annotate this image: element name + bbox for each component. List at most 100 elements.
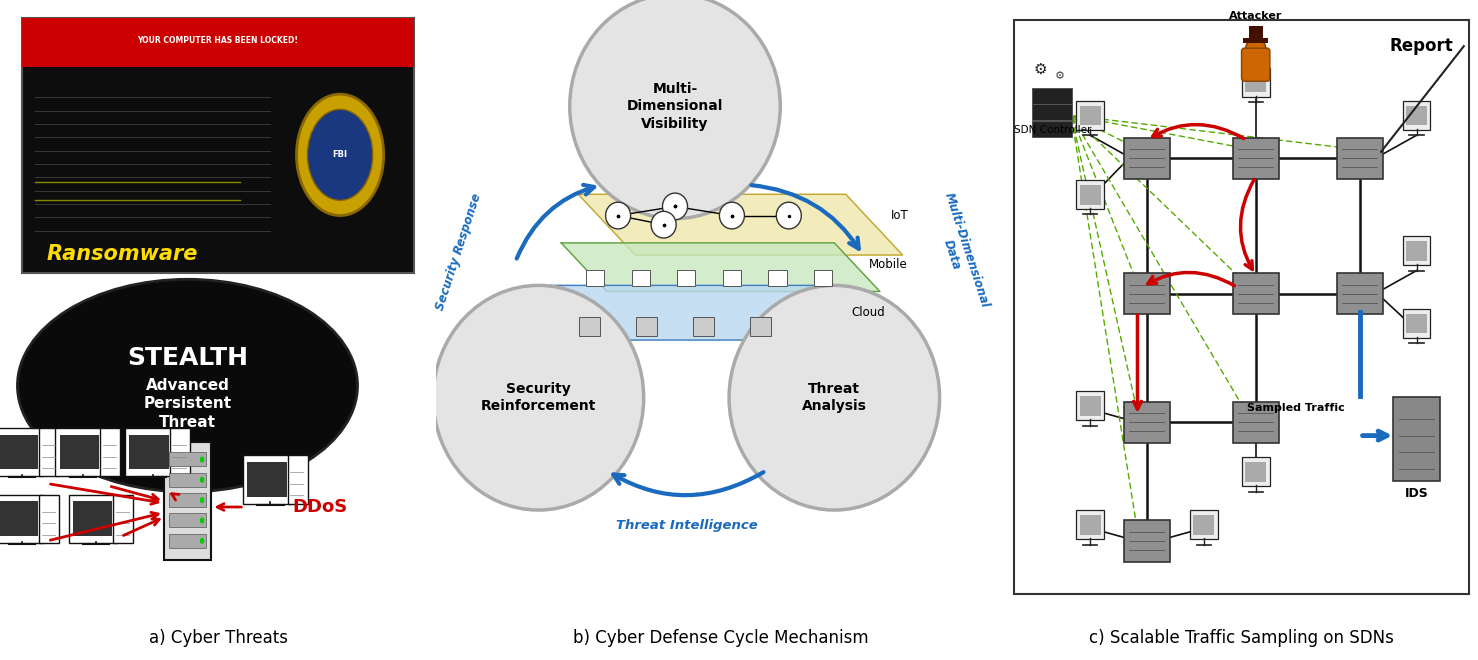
Text: Threat
Analysis: Threat Analysis	[803, 382, 866, 413]
FancyBboxPatch shape	[769, 269, 786, 286]
Circle shape	[1246, 37, 1267, 66]
FancyBboxPatch shape	[1079, 515, 1101, 535]
FancyBboxPatch shape	[1242, 68, 1270, 97]
Text: DDoS: DDoS	[293, 498, 347, 516]
Text: Sampled Traffic: Sampled Traffic	[1247, 403, 1345, 412]
FancyBboxPatch shape	[170, 453, 205, 467]
FancyBboxPatch shape	[1079, 185, 1101, 205]
FancyBboxPatch shape	[1123, 273, 1171, 314]
FancyBboxPatch shape	[170, 473, 205, 486]
Circle shape	[307, 110, 372, 201]
FancyBboxPatch shape	[1403, 101, 1431, 130]
FancyBboxPatch shape	[22, 18, 414, 273]
FancyBboxPatch shape	[814, 269, 832, 286]
Text: SDN Controller: SDN Controller	[1014, 125, 1091, 135]
Polygon shape	[550, 285, 869, 340]
FancyBboxPatch shape	[1233, 273, 1278, 314]
FancyBboxPatch shape	[0, 428, 43, 477]
Text: Cloud: Cloud	[851, 306, 885, 319]
FancyBboxPatch shape	[288, 455, 307, 504]
FancyBboxPatch shape	[1403, 236, 1431, 265]
FancyBboxPatch shape	[101, 428, 120, 477]
FancyBboxPatch shape	[170, 428, 191, 477]
Circle shape	[652, 211, 675, 238]
Text: c) Scalable Traffic Sampling on SDNs: c) Scalable Traffic Sampling on SDNs	[1089, 629, 1394, 647]
FancyBboxPatch shape	[1076, 510, 1104, 539]
FancyBboxPatch shape	[1076, 180, 1104, 209]
Text: Multi-Dimensional
Data: Multi-Dimensional Data	[928, 191, 992, 314]
FancyBboxPatch shape	[693, 317, 714, 337]
FancyBboxPatch shape	[587, 269, 605, 286]
Circle shape	[200, 497, 204, 503]
FancyBboxPatch shape	[1193, 515, 1215, 535]
Text: a) Cyber Threats: a) Cyber Threats	[149, 629, 288, 647]
FancyBboxPatch shape	[677, 269, 696, 286]
Circle shape	[297, 94, 384, 216]
FancyBboxPatch shape	[1336, 137, 1383, 179]
FancyBboxPatch shape	[1244, 73, 1267, 92]
FancyBboxPatch shape	[1123, 137, 1171, 179]
Text: Report: Report	[1389, 37, 1453, 55]
FancyBboxPatch shape	[1394, 397, 1440, 481]
Text: FBI: FBI	[333, 150, 347, 159]
Text: IDS: IDS	[1404, 487, 1428, 500]
Polygon shape	[578, 194, 903, 255]
FancyBboxPatch shape	[1406, 241, 1428, 261]
FancyBboxPatch shape	[1233, 401, 1278, 444]
FancyBboxPatch shape	[0, 435, 38, 469]
Text: IoT: IoT	[891, 209, 909, 222]
FancyBboxPatch shape	[130, 435, 168, 469]
FancyBboxPatch shape	[0, 502, 38, 536]
FancyBboxPatch shape	[170, 534, 205, 548]
Circle shape	[776, 202, 801, 229]
FancyBboxPatch shape	[164, 442, 211, 560]
Circle shape	[729, 285, 940, 510]
Circle shape	[200, 538, 204, 544]
FancyBboxPatch shape	[1123, 401, 1171, 444]
FancyBboxPatch shape	[1406, 314, 1428, 333]
FancyBboxPatch shape	[1242, 457, 1270, 486]
Circle shape	[662, 193, 687, 220]
FancyBboxPatch shape	[1244, 462, 1267, 482]
Text: Attacker: Attacker	[1230, 11, 1283, 21]
Text: YOUR COMPUTER HAS BEEN LOCKED!: YOUR COMPUTER HAS BEEN LOCKED!	[137, 36, 299, 45]
FancyBboxPatch shape	[1076, 391, 1104, 420]
FancyBboxPatch shape	[1123, 520, 1171, 562]
FancyBboxPatch shape	[72, 502, 112, 536]
FancyBboxPatch shape	[1190, 510, 1218, 539]
FancyBboxPatch shape	[723, 269, 740, 286]
Text: Threat Intelligence: Threat Intelligence	[615, 519, 757, 532]
Text: Advanced
Persistent
Threat: Advanced Persistent Threat	[143, 378, 232, 430]
Text: Mobile: Mobile	[869, 257, 907, 271]
Text: Security
Reinforcement: Security Reinforcement	[480, 382, 596, 413]
FancyBboxPatch shape	[1076, 101, 1104, 130]
Text: ⚙: ⚙	[1033, 62, 1048, 77]
FancyBboxPatch shape	[38, 494, 59, 543]
FancyBboxPatch shape	[1233, 137, 1278, 179]
FancyBboxPatch shape	[242, 455, 291, 504]
Text: Ransomware: Ransomware	[46, 244, 198, 264]
FancyBboxPatch shape	[170, 513, 205, 527]
FancyBboxPatch shape	[1079, 396, 1101, 416]
FancyBboxPatch shape	[126, 428, 173, 477]
Text: Security Response: Security Response	[433, 192, 483, 312]
Circle shape	[720, 202, 745, 229]
Circle shape	[433, 285, 644, 510]
FancyBboxPatch shape	[1406, 106, 1428, 125]
FancyBboxPatch shape	[170, 493, 205, 507]
FancyBboxPatch shape	[1336, 273, 1383, 314]
FancyBboxPatch shape	[579, 317, 600, 337]
Circle shape	[200, 477, 204, 483]
Text: STEALTH: STEALTH	[127, 346, 248, 370]
Text: Multi-
Dimensional
Visibility: Multi- Dimensional Visibility	[627, 82, 723, 131]
FancyBboxPatch shape	[749, 317, 772, 337]
Circle shape	[606, 202, 631, 229]
FancyBboxPatch shape	[1242, 48, 1270, 81]
Text: b) Cyber Defense Cycle Mechanism: b) Cyber Defense Cycle Mechanism	[573, 629, 869, 647]
FancyBboxPatch shape	[68, 494, 117, 543]
FancyBboxPatch shape	[1249, 26, 1262, 40]
Circle shape	[200, 457, 204, 463]
FancyBboxPatch shape	[0, 494, 43, 543]
FancyBboxPatch shape	[114, 494, 133, 543]
Circle shape	[200, 517, 204, 523]
